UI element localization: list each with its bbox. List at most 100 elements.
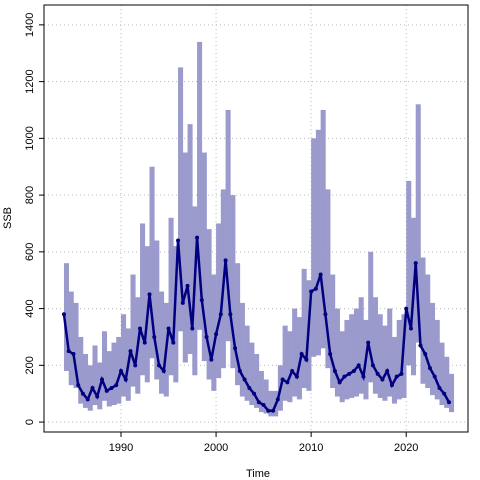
ssb-point xyxy=(95,394,100,399)
confidence-band xyxy=(268,390,274,417)
confidence-band xyxy=(206,229,212,380)
ssb-point xyxy=(347,371,352,376)
ssb-point xyxy=(294,374,299,379)
ssb-point xyxy=(442,391,447,396)
confidence-band xyxy=(391,336,397,404)
ssb-point xyxy=(147,292,152,297)
y-tick-label: 0 xyxy=(24,419,36,425)
confidence-band xyxy=(301,268,307,389)
ssb-point xyxy=(190,326,195,331)
ssb-point xyxy=(380,377,385,382)
ssb-point xyxy=(256,400,261,405)
x-tick-label: 2010 xyxy=(299,442,323,454)
confidence-band xyxy=(116,336,122,404)
ssb-point xyxy=(247,386,252,391)
confidence-band xyxy=(249,342,255,406)
confidence-band xyxy=(106,351,112,407)
ssb-point xyxy=(242,377,247,382)
confidence-band xyxy=(425,274,431,389)
ssb-point xyxy=(185,283,190,288)
confidence-band xyxy=(296,317,302,400)
confidence-band xyxy=(111,342,117,406)
confidence-band xyxy=(92,345,98,406)
ssb-point xyxy=(76,383,81,388)
confidence-band xyxy=(168,217,174,376)
ssb-point xyxy=(337,380,342,385)
confidence-band xyxy=(315,129,321,356)
ssb-point xyxy=(90,386,95,391)
ssb-point xyxy=(114,383,119,388)
confidence-band xyxy=(334,308,340,397)
ssb-line xyxy=(62,237,451,412)
ssb-point xyxy=(366,340,371,345)
confidence-band xyxy=(358,297,364,394)
confidence-band xyxy=(387,308,393,397)
confidence-band xyxy=(339,331,345,403)
confidence-band xyxy=(121,314,127,397)
ssb-point xyxy=(138,326,143,331)
confidence-band xyxy=(382,325,388,401)
ssb-point xyxy=(71,351,76,356)
confidence-band xyxy=(444,356,450,408)
ssb-point xyxy=(423,351,428,356)
ssb-point xyxy=(66,349,71,354)
confidence-band xyxy=(149,166,155,359)
y-tick-label: 600 xyxy=(24,243,36,261)
confidence-band xyxy=(287,331,293,403)
confidence-band xyxy=(159,291,165,394)
x-tick-label: 2020 xyxy=(394,442,418,454)
ssb-point xyxy=(204,334,209,339)
confidence-band xyxy=(368,251,374,383)
confidence-band xyxy=(230,195,236,369)
ssb-point xyxy=(166,326,171,331)
confidence-band xyxy=(396,319,402,400)
ssb-point xyxy=(313,286,318,291)
ssb-point xyxy=(361,374,366,379)
confidence-band xyxy=(130,274,136,387)
ssb-point xyxy=(304,357,309,362)
confidence-band xyxy=(439,342,445,406)
ssb-point xyxy=(323,312,328,317)
ssb-point xyxy=(142,340,147,345)
ssb-point xyxy=(328,351,333,356)
confidence-band xyxy=(78,336,84,404)
ssb-point xyxy=(209,357,214,362)
ssb-point xyxy=(199,298,204,303)
confidence-band xyxy=(372,297,378,394)
ssb-point xyxy=(195,235,200,240)
ssb-point xyxy=(408,326,413,331)
ssb-point xyxy=(318,272,323,277)
ssb-point xyxy=(275,397,280,402)
ssb-point xyxy=(351,369,356,373)
ssb-point xyxy=(332,369,337,373)
ssb-point xyxy=(399,371,404,376)
ssb-point xyxy=(413,261,418,266)
ssb-point xyxy=(61,312,66,317)
ssb-point xyxy=(133,363,138,368)
confidence-band xyxy=(420,257,426,384)
confidence-band xyxy=(182,152,188,363)
ssb-point xyxy=(180,300,185,305)
ssb-point xyxy=(432,374,437,379)
confidence-band xyxy=(377,314,383,398)
confidence-band xyxy=(325,189,331,369)
ssb-point xyxy=(123,377,128,382)
ssb-point xyxy=(218,312,223,317)
confidence-band xyxy=(282,325,288,401)
confidence-band xyxy=(216,223,222,379)
ssb-point xyxy=(404,306,409,311)
confidence-band xyxy=(197,41,203,330)
confidence-band xyxy=(349,314,355,398)
confidence-band xyxy=(448,373,455,413)
confidence-band xyxy=(292,308,298,397)
y-tick-label: 1200 xyxy=(24,69,36,93)
confidence-band xyxy=(406,180,412,366)
ssb-point xyxy=(309,289,314,294)
ssb-point xyxy=(157,363,162,368)
confidence-band xyxy=(244,325,250,401)
ssb-point xyxy=(299,351,304,356)
ssb-point xyxy=(394,374,399,379)
x-axis-title: Time xyxy=(246,468,270,480)
confidence-band xyxy=(63,263,70,371)
